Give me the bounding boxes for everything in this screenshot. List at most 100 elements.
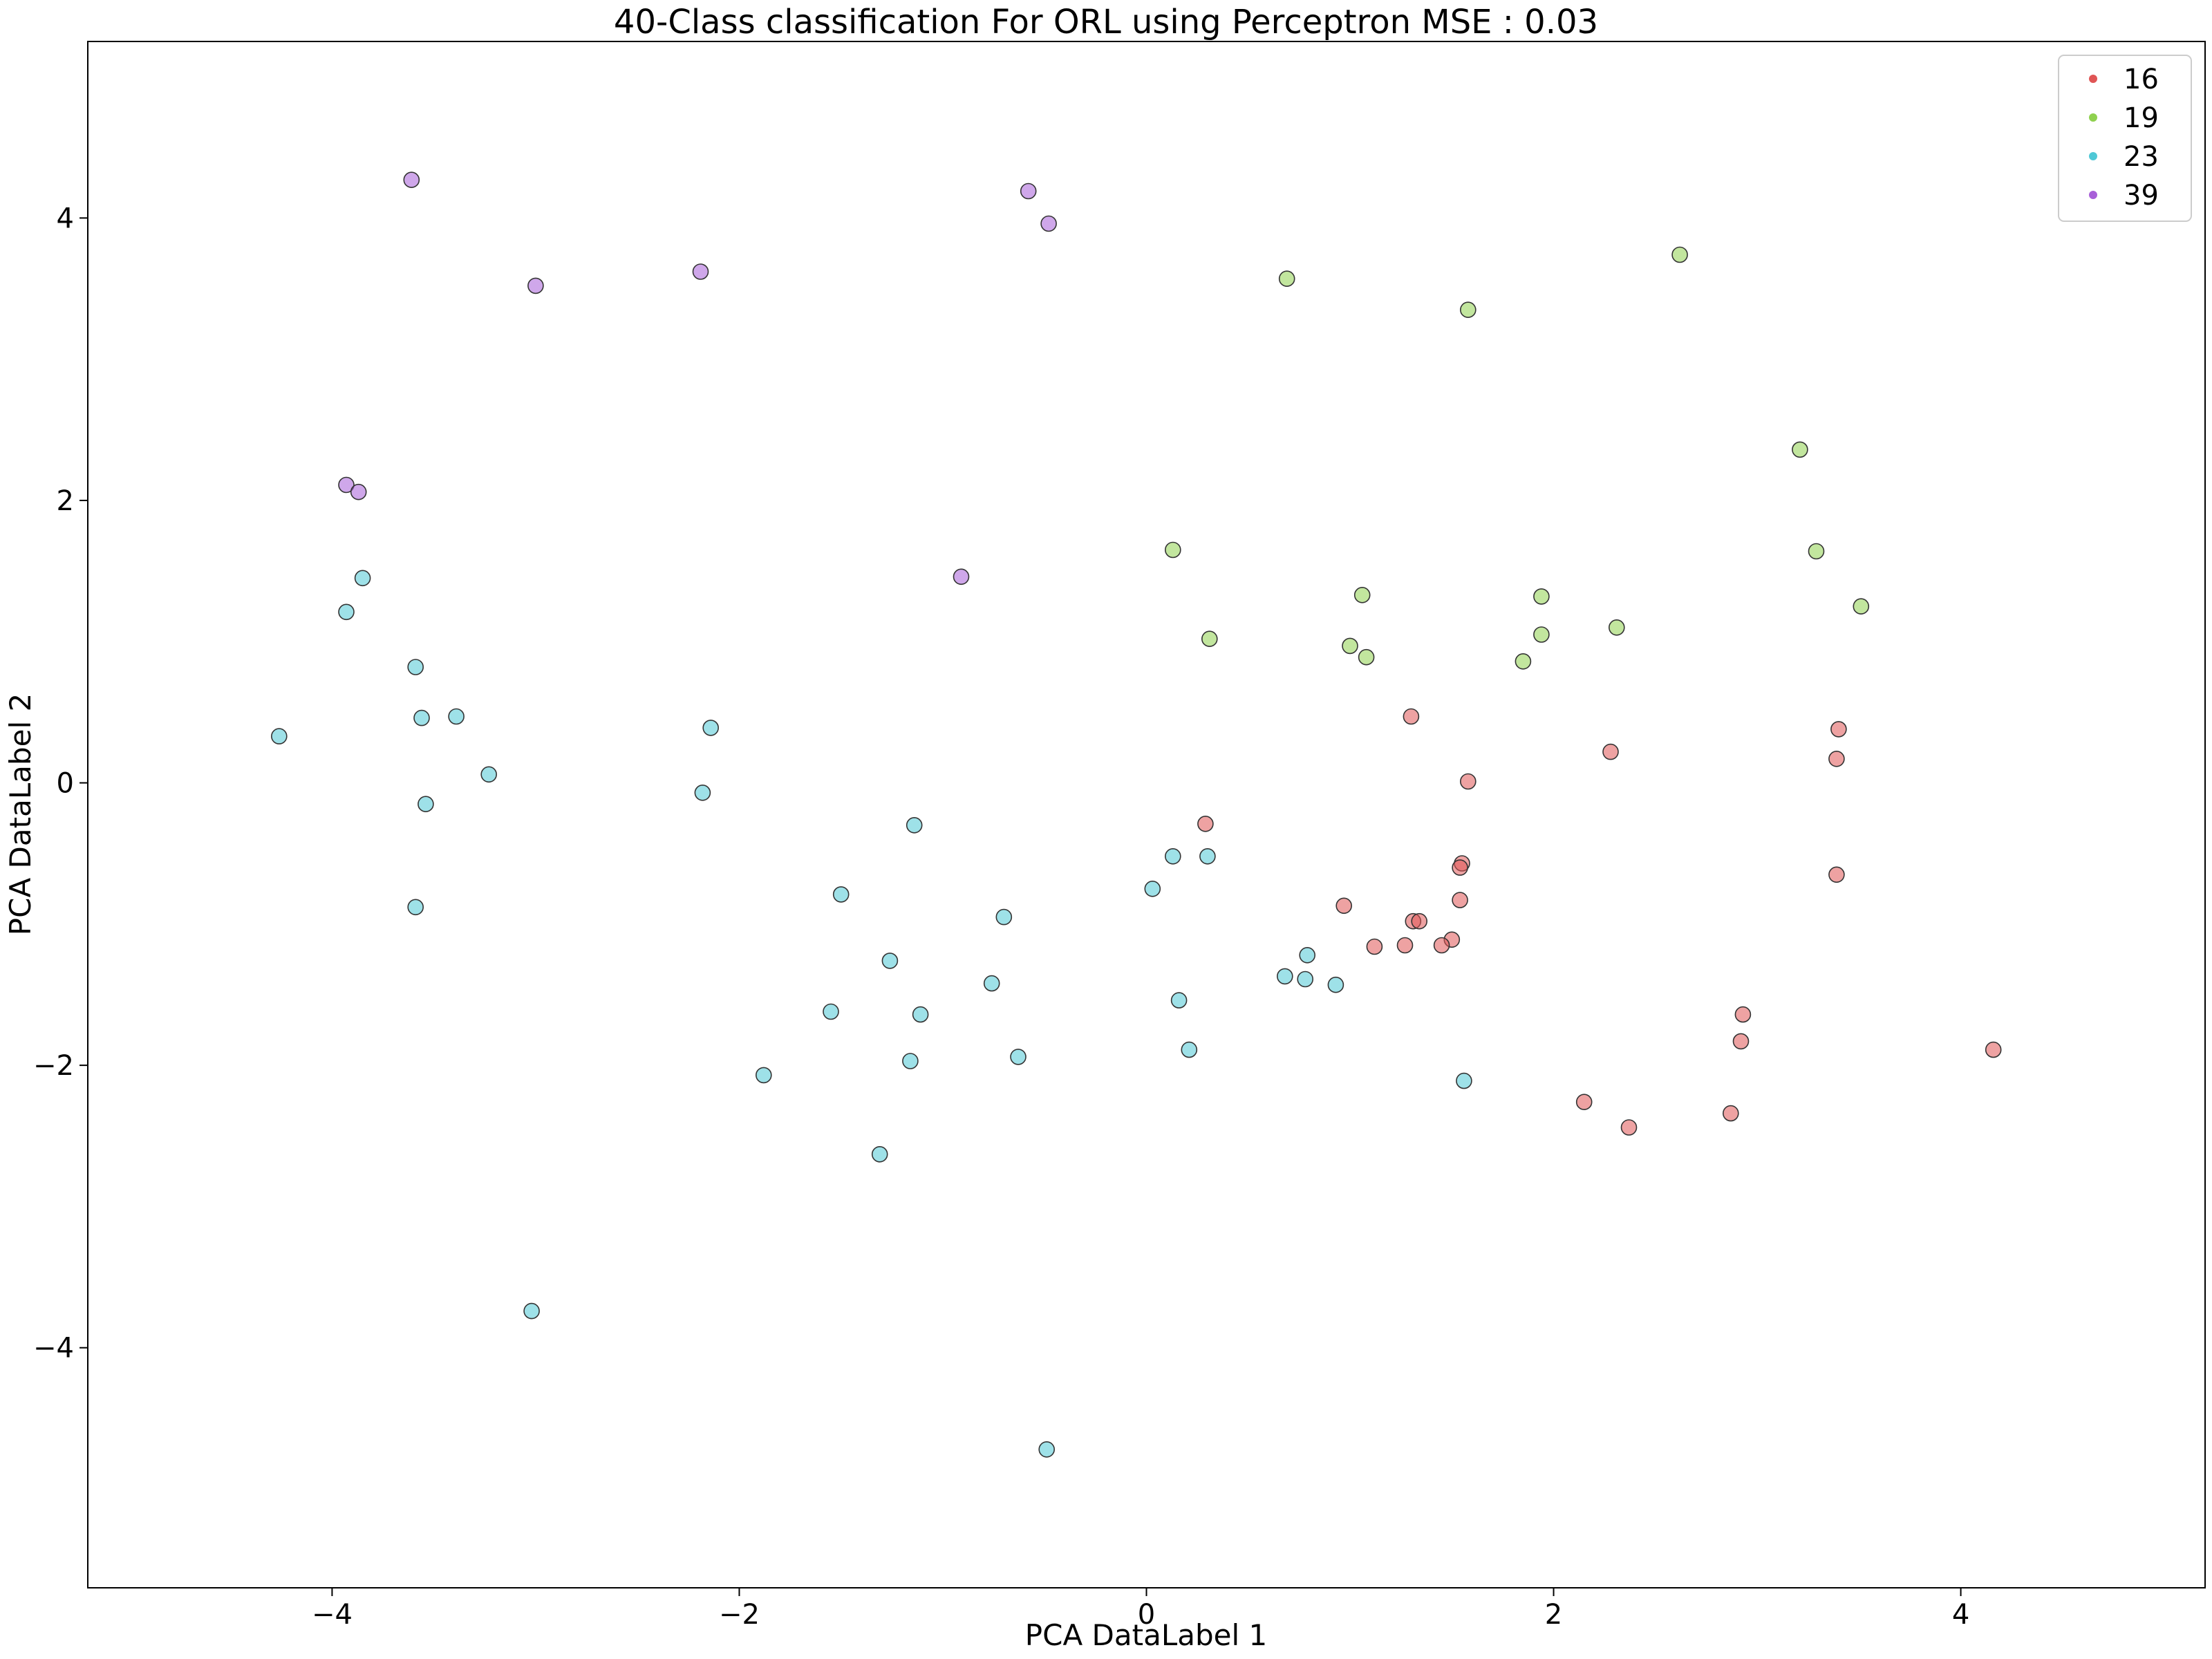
point-series-19-13 xyxy=(1609,619,1625,636)
legend-marker-19 xyxy=(2089,113,2097,122)
point-series-23-0 xyxy=(354,570,371,587)
point-series-16-10 xyxy=(1452,892,1468,908)
point-series-23-25 xyxy=(1199,848,1216,865)
point-series-23-26 xyxy=(1144,881,1161,897)
chart-title: 40-Class classification For ORL using Pe… xyxy=(614,3,1598,41)
point-series-16-9 xyxy=(1335,897,1352,915)
point-series-23-17 xyxy=(912,1006,929,1023)
point-series-16-5 xyxy=(1197,816,1214,832)
point-series-19-7 xyxy=(1353,586,1371,603)
point-series-23-11 xyxy=(906,817,923,834)
point-series-23-2 xyxy=(407,659,424,675)
point-series-16-8 xyxy=(1828,866,1845,883)
x-axis-label: PCA DataLabel 1 xyxy=(1025,1618,1267,1652)
point-series-23-31 xyxy=(1170,992,1188,1009)
point-series-23-28 xyxy=(1299,947,1315,964)
point-series-19-3 xyxy=(1792,441,1808,458)
legend-label-16: 16 xyxy=(2124,64,2159,95)
point-series-16-17 xyxy=(1734,1006,1752,1023)
y-tick-label-4: 4 xyxy=(57,203,74,234)
point-series-23-12 xyxy=(832,886,850,903)
point-series-19-10 xyxy=(1342,637,1358,655)
point-series-16-14 xyxy=(1366,938,1383,955)
point-series-16-0 xyxy=(1403,708,1420,725)
point-series-19-12 xyxy=(1533,626,1550,643)
point-series-19-6 xyxy=(1165,541,1181,559)
point-series-23-27 xyxy=(1277,968,1293,985)
point-series-23-3 xyxy=(270,728,288,744)
point-series-16-20 xyxy=(1575,1094,1593,1110)
point-series-23-6 xyxy=(480,766,498,783)
point-series-23-4 xyxy=(413,709,430,727)
point-series-16-12 xyxy=(1411,912,1427,930)
point-series-19-11 xyxy=(1358,648,1375,666)
point-series-16-21 xyxy=(1620,1119,1638,1136)
legend-label-23: 23 xyxy=(2124,141,2159,173)
point-series-23-5 xyxy=(448,708,465,725)
point-series-16-22 xyxy=(1723,1105,1739,1122)
legend-marker-23 xyxy=(2089,152,2097,160)
point-series-23-10 xyxy=(694,785,711,801)
point-series-23-24 xyxy=(1165,848,1181,865)
x-tick-label-3: 2 xyxy=(1545,1599,1562,1631)
point-series-23-20 xyxy=(756,1067,772,1084)
point-series-19-0 xyxy=(1671,246,1688,263)
point-series-16-2 xyxy=(1830,721,1847,738)
y-axis-ticks: −4 −2 0 2 4 xyxy=(33,203,88,1365)
point-series-39-4 xyxy=(527,277,544,294)
point-series-23-29 xyxy=(1297,971,1313,988)
point-series-23-21 xyxy=(871,1146,888,1163)
point-series-39-0 xyxy=(403,171,420,189)
point-series-19-14 xyxy=(1515,653,1532,670)
point-series-16-19 xyxy=(1985,1041,2002,1058)
point-series-16-4 xyxy=(1460,773,1477,790)
point-series-23-14 xyxy=(881,953,899,969)
point-series-23-32 xyxy=(1181,1041,1198,1058)
legend-label-39: 39 xyxy=(2124,180,2159,212)
point-series-39-3 xyxy=(692,263,709,280)
point-series-19-4 xyxy=(1808,543,1825,560)
point-series-23-33 xyxy=(1456,1072,1472,1089)
legend-marker-16 xyxy=(2089,75,2097,83)
legend: 16 19 23 39 xyxy=(2058,55,2192,222)
y-tick-label-0: −4 xyxy=(33,1333,74,1365)
points-layer xyxy=(270,171,2002,1458)
point-series-19-8 xyxy=(1533,588,1550,605)
point-series-23-16 xyxy=(823,1003,839,1020)
point-series-16-3 xyxy=(1828,751,1845,767)
point-series-23-30 xyxy=(1327,976,1344,993)
point-series-19-1 xyxy=(1278,270,1295,288)
x-tick-label-1: −2 xyxy=(719,1599,760,1631)
point-series-16-7 xyxy=(1452,859,1468,876)
point-series-19-5 xyxy=(1853,598,1870,615)
point-series-23-22 xyxy=(523,1302,540,1320)
point-series-23-19 xyxy=(1010,1049,1027,1065)
point-series-23-8 xyxy=(407,899,424,916)
point-series-16-16 xyxy=(1433,937,1450,954)
legend-box xyxy=(2058,55,2192,222)
point-series-23-9 xyxy=(702,720,719,736)
point-series-23-13 xyxy=(995,908,1013,926)
y-tick-label-2: 0 xyxy=(57,768,74,800)
point-series-23-7 xyxy=(418,796,434,812)
point-series-39-6 xyxy=(350,483,367,500)
legend-label-19: 19 xyxy=(2124,102,2159,134)
point-series-23-15 xyxy=(983,975,1000,992)
legend-marker-39 xyxy=(2089,191,2097,199)
point-series-39-2 xyxy=(1040,215,1057,232)
point-series-23-23 xyxy=(1038,1441,1055,1458)
point-series-16-1 xyxy=(1602,743,1619,760)
x-tick-label-2: 0 xyxy=(1138,1599,1155,1631)
y-axis-label: PCA DataLabel 2 xyxy=(3,693,37,935)
point-series-39-1 xyxy=(1020,182,1037,200)
point-series-23-18 xyxy=(902,1053,919,1069)
point-series-19-9 xyxy=(1201,630,1218,648)
x-axis-ticks: −4 −2 0 2 4 xyxy=(312,1588,1969,1631)
point-series-16-15 xyxy=(1396,937,1414,954)
y-tick-label-1: −2 xyxy=(33,1050,74,1082)
point-series-39-7 xyxy=(953,568,970,585)
y-tick-label-3: 2 xyxy=(57,485,74,517)
point-series-16-18 xyxy=(1732,1033,1750,1050)
